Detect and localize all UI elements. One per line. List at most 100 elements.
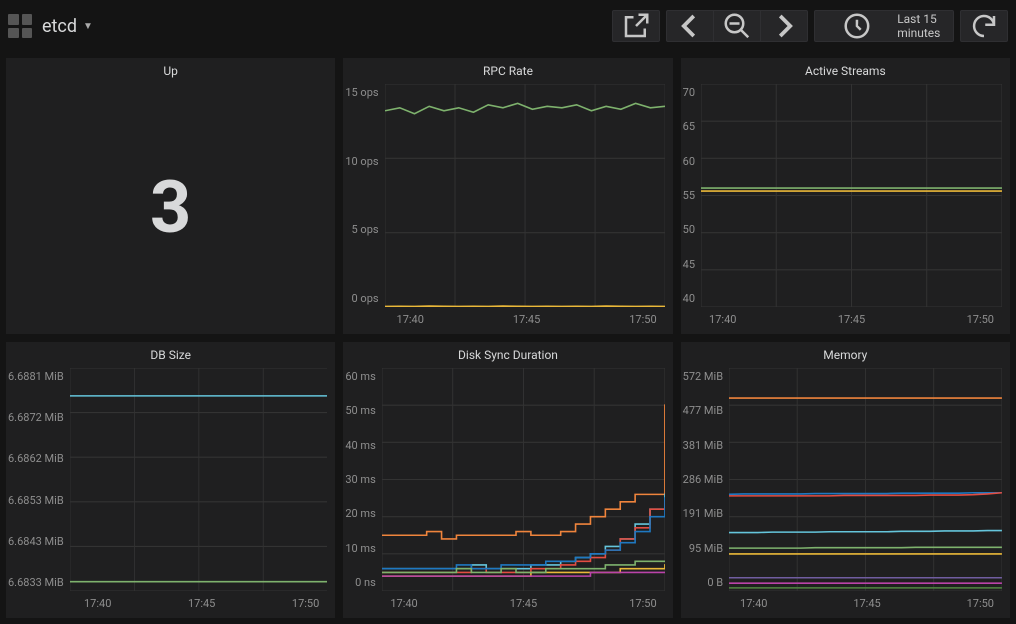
x-axis: 17:40 17:45 17:50 [6,593,335,618]
y-tick-label: 55 [683,189,695,202]
plot [70,368,328,591]
y-tick-label: 10 ms [345,542,375,555]
dashboard-icon[interactable] [8,14,32,38]
x-tick-label: 17:40 [84,597,111,610]
y-tick-label: 70 [683,86,695,99]
nav-button-group [666,10,808,42]
header-bar: etcd ▼ Last 15 minutes [0,0,1016,52]
panel-title: Memory [681,342,1010,364]
y-tick-label: 95 MiB [689,542,723,555]
chevron-right-icon [769,11,799,41]
x-tick-label: 17:50 [629,313,656,326]
y-tick-label: 40 [683,292,695,305]
y-tick-label: 381 MiB [683,439,723,452]
y-tick-label: 191 MiB [683,507,723,520]
y-tick-label: 5 ops [352,223,379,236]
clock-icon [823,11,891,41]
forward-button[interactable] [760,10,808,42]
x-axis: 17:40 17:45 17:50 [343,593,672,618]
x-tick-label: 17:45 [510,597,537,610]
dashboard-title-dropdown[interactable]: etcd ▼ [42,16,93,37]
x-axis: 17:40 17:45 17:50 [343,309,672,334]
x-axis: 17:40 17:45 17:50 [681,593,1010,618]
panel-memory[interactable]: Memory 572 MiB 477 MiB 381 MiB 286 MiB 191 M… [681,342,1010,618]
plot [729,368,1002,591]
panel-title: RPC Rate [343,58,672,80]
y-tick-label: 20 ms [345,507,375,520]
y-tick-label: 50 [683,223,695,236]
chevron-left-icon [675,11,705,41]
y-tick-label: 10 ops [345,155,378,168]
plot [701,84,1002,307]
singlestat-value: 3 [150,165,191,250]
x-tick-label: 17:50 [292,597,319,610]
x-tick-label: 17:40 [740,597,767,610]
refresh-button[interactable] [960,10,1008,42]
y-axis: 6.6881 MiB 6.6872 MiB 6.6862 MiB 6.6853 MiB… [8,368,70,591]
share-icon [621,11,651,41]
chart-area: 70 65 60 55 50 45 40 [681,80,1010,309]
zoom-out-icon [722,11,752,41]
y-axis: 572 MiB 477 MiB 381 MiB 286 MiB 191 MiB 95 Mi… [683,368,729,591]
y-tick-label: 60 ms [345,370,375,383]
panel-rpc-rate[interactable]: RPC Rate 15 ops10 ops5 ops0 ops 17:4017:… [343,58,672,334]
y-tick-label: 477 MiB [683,404,723,417]
x-tick-label: 17:45 [513,313,540,326]
x-tick-label: 17:40 [390,597,417,610]
time-range-picker[interactable]: Last 15 minutes [814,10,954,42]
plot [382,368,665,591]
singlestat: 3 [6,80,335,334]
y-tick-label: 6.6833 MiB [8,576,64,589]
y-tick-label: 6.6881 MiB [8,370,64,383]
caret-down-icon: ▼ [83,21,93,32]
panel-title: Disk Sync Duration [343,342,672,364]
x-tick-label: 17:40 [397,313,424,326]
y-tick-label: 0 ns [355,576,376,589]
y-tick-label: 6.6843 MiB [8,535,64,548]
panel-title: Active Streams [681,58,1010,80]
y-tick-label: 65 [683,120,695,133]
time-range-label: Last 15 minutes [897,12,945,40]
y-axis: 60 ms 50 ms 40 ms 30 ms 20 ms 10 ms 0 ns [345,368,381,591]
chart-area: 572 MiB 477 MiB 381 MiB 286 MiB 191 MiB 95 Mi… [681,364,1010,593]
y-tick-label: 30 ms [345,473,375,486]
back-button[interactable] [666,10,713,42]
share-button[interactable] [612,10,660,42]
y-tick-label: 6.6862 MiB [8,452,64,465]
y-axis: 70 65 60 55 50 45 40 [683,84,701,307]
panel-active-streams[interactable]: Active Streams 70 65 60 55 50 45 40 17:40 17:45… [681,58,1010,334]
y-tick-label: 40 ms [345,439,375,452]
panel-grid: Up 3 RPC Rate 15 ops 10 ops 5 ops 0 ops 17:… [0,52,1016,624]
y-axis: 15 ops 10 ops 5 ops 0 ops [345,84,384,307]
y-tick-label: 0 B [707,576,723,589]
y-tick-label: 50 ms [345,404,375,417]
chart-area: 6.6881 MiB 6.6872 MiB 6.6862 MiB 6.6853 MiB… [6,364,335,593]
x-tick-label: 17:50 [629,597,656,610]
panel-disk-sync-duration[interactable]: Disk Sync Duration 60 ms 50 ms 40 ms 30 ms 2… [343,342,672,618]
x-tick-label: 17:45 [853,597,880,610]
y-tick-label: 15 ops [345,86,378,99]
x-tick-label: 17:50 [967,597,994,610]
x-tick-label: 17:45 [838,313,865,326]
x-axis: 17:40 17:45 17:50 [681,309,1010,334]
x-tick-label: 17:40 [709,313,736,326]
y-tick-label: 286 MiB [683,473,723,486]
y-tick-label: 60 [683,155,695,168]
panel-title: DB Size [6,342,335,364]
refresh-icon [969,11,999,41]
panel-up[interactable]: Up 3 [6,58,335,334]
chart-area: 60 ms 50 ms 40 ms 30 ms 20 ms 10 ms 0 ns [343,364,672,593]
y-tick-label: 45 [683,258,695,271]
y-tick-label: 572 MiB [683,370,723,383]
y-tick-label: 6.6872 MiB [8,411,64,424]
x-tick-label: 17:45 [188,597,215,610]
plot [385,84,665,307]
zoom-out-button[interactable] [713,10,760,42]
y-tick-label: 0 ops [352,292,379,305]
x-tick-label: 17:50 [967,313,994,326]
y-tick-label: 6.6853 MiB [8,494,64,507]
panel-db-size[interactable]: DB Size 6.6881 MiB6.6872 MiB6.6862 MiB6.… [6,342,335,618]
dashboard-title: etcd [42,16,77,37]
panel-title: Up [6,58,335,80]
chart-area: 15 ops 10 ops 5 ops 0 ops [343,80,672,309]
